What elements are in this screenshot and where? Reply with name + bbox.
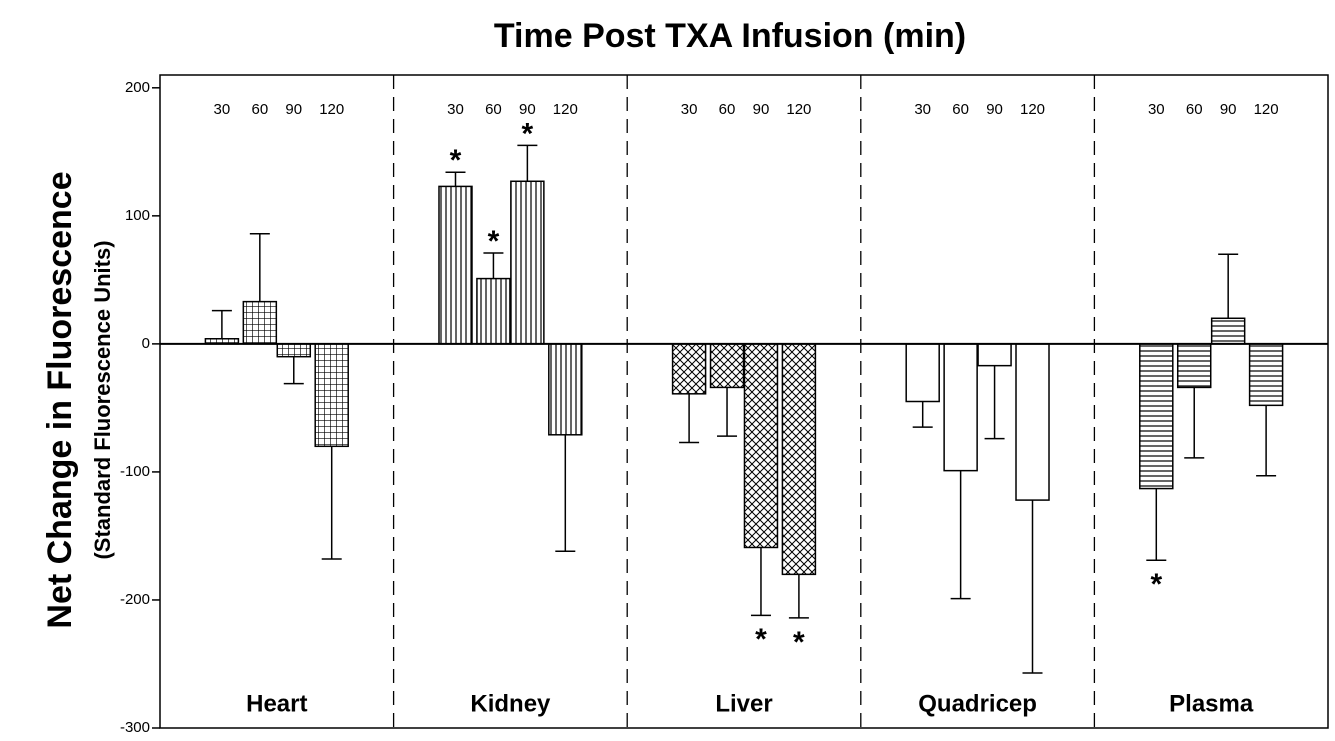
bar: [548, 343, 583, 436]
bar: [905, 343, 940, 403]
bar: [781, 343, 817, 576]
time-label: 120: [1020, 101, 1045, 118]
time-label: 120: [1254, 101, 1279, 118]
time-label: 30: [1148, 101, 1165, 118]
time-label: 120: [553, 101, 578, 118]
significance-marker: *: [450, 144, 462, 177]
bar: [671, 343, 707, 395]
significance-marker: *: [1150, 568, 1162, 601]
significance-marker: *: [522, 117, 534, 150]
y-tick-label: 100: [125, 207, 150, 224]
bar: [438, 185, 473, 345]
y-tick-label: -100: [120, 463, 150, 480]
significance-marker: *: [755, 623, 767, 656]
bar: [314, 343, 349, 448]
significance-marker: *: [488, 225, 500, 258]
time-label: 30: [447, 101, 464, 118]
bar: [1176, 343, 1212, 389]
time-label: 90: [285, 101, 302, 118]
time-label: 120: [786, 101, 811, 118]
time-label: 60: [952, 101, 969, 118]
bar: [510, 180, 545, 345]
bar: [743, 343, 779, 549]
time-label: 90: [986, 101, 1003, 118]
time-label: 60: [1186, 101, 1203, 118]
group-label: Kidney: [470, 690, 551, 717]
significance-marker: *: [793, 626, 805, 659]
time-label: 60: [485, 101, 502, 118]
bar: [1139, 343, 1174, 490]
time-label: 30: [914, 101, 931, 118]
bar: [276, 343, 312, 358]
y-axis-label: Net Change in Fluorescence: [41, 171, 79, 628]
y-tick-label: -200: [120, 591, 150, 608]
time-label: 60: [251, 101, 268, 118]
y-axis-sublabel: (Standard Fluorescence Units): [90, 240, 115, 559]
group-label: Liver: [715, 690, 772, 717]
group-label: Plasma: [1169, 690, 1254, 717]
bar: [476, 277, 511, 345]
chart-title: Time Post TXA Infusion (min): [494, 17, 966, 55]
bar: [943, 343, 978, 472]
time-label: 90: [753, 101, 770, 118]
time-label: 120: [319, 101, 344, 118]
time-label: 90: [519, 101, 536, 118]
bar: [709, 343, 745, 389]
y-tick-label: -300: [120, 719, 150, 736]
time-label: 30: [214, 101, 231, 118]
group-label: Heart: [246, 690, 307, 717]
time-label: 60: [719, 101, 736, 118]
bar: [977, 343, 1012, 367]
y-tick-label: 0: [142, 335, 150, 352]
time-label: 90: [1220, 101, 1237, 118]
bar: [1210, 317, 1246, 345]
bar: [1248, 343, 1284, 407]
bar: [1015, 343, 1050, 501]
time-label: 30: [681, 101, 698, 118]
y-tick-label: 200: [125, 79, 150, 96]
plot-frame: [159, 74, 1329, 729]
group-label: Quadricep: [918, 690, 1037, 717]
bar: [242, 300, 278, 345]
